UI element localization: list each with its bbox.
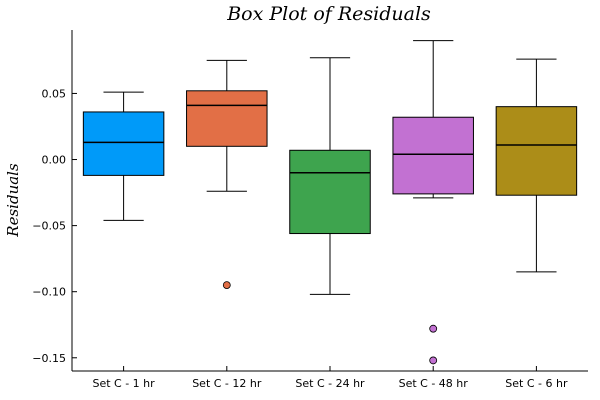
- y-tick-label: −0.10: [32, 286, 66, 299]
- box-group: [289, 57, 371, 295]
- box-group: [495, 58, 578, 273]
- x-tick-label: Set C - 24 hr: [295, 377, 365, 390]
- y-tick-label: −0.15: [32, 352, 66, 365]
- y-tick-label: −0.05: [32, 220, 66, 233]
- chart-title: Box Plot of Residuals: [226, 3, 431, 25]
- y-axis-label: Residuals: [4, 163, 22, 238]
- x-tick-label: Set C - 6 hr: [505, 377, 568, 390]
- outlier-point: [222, 281, 231, 289]
- y-tick-label: 0.05: [42, 87, 67, 100]
- box-group: [82, 91, 165, 221]
- outlier-point: [429, 324, 438, 333]
- y-tick-label: 0.00: [42, 154, 67, 167]
- outlier-point: [429, 356, 438, 365]
- x-tick-label: Set C - 12 hr: [192, 377, 262, 390]
- box-group: [186, 59, 268, 289]
- box-body: [82, 111, 165, 176]
- box-body: [392, 116, 474, 195]
- box-group: [392, 40, 474, 365]
- plot-area: −0.15 −0.10 −0.05 0.00 0.05 Set C - 1 hr Set C…: [32, 40, 578, 390]
- x-tick-label: Set C - 48 hr: [399, 377, 469, 390]
- box-body: [495, 106, 578, 196]
- box-body: [289, 149, 371, 235]
- box-body: [186, 90, 268, 147]
- x-tick-label: Set C - 1 hr: [92, 377, 155, 390]
